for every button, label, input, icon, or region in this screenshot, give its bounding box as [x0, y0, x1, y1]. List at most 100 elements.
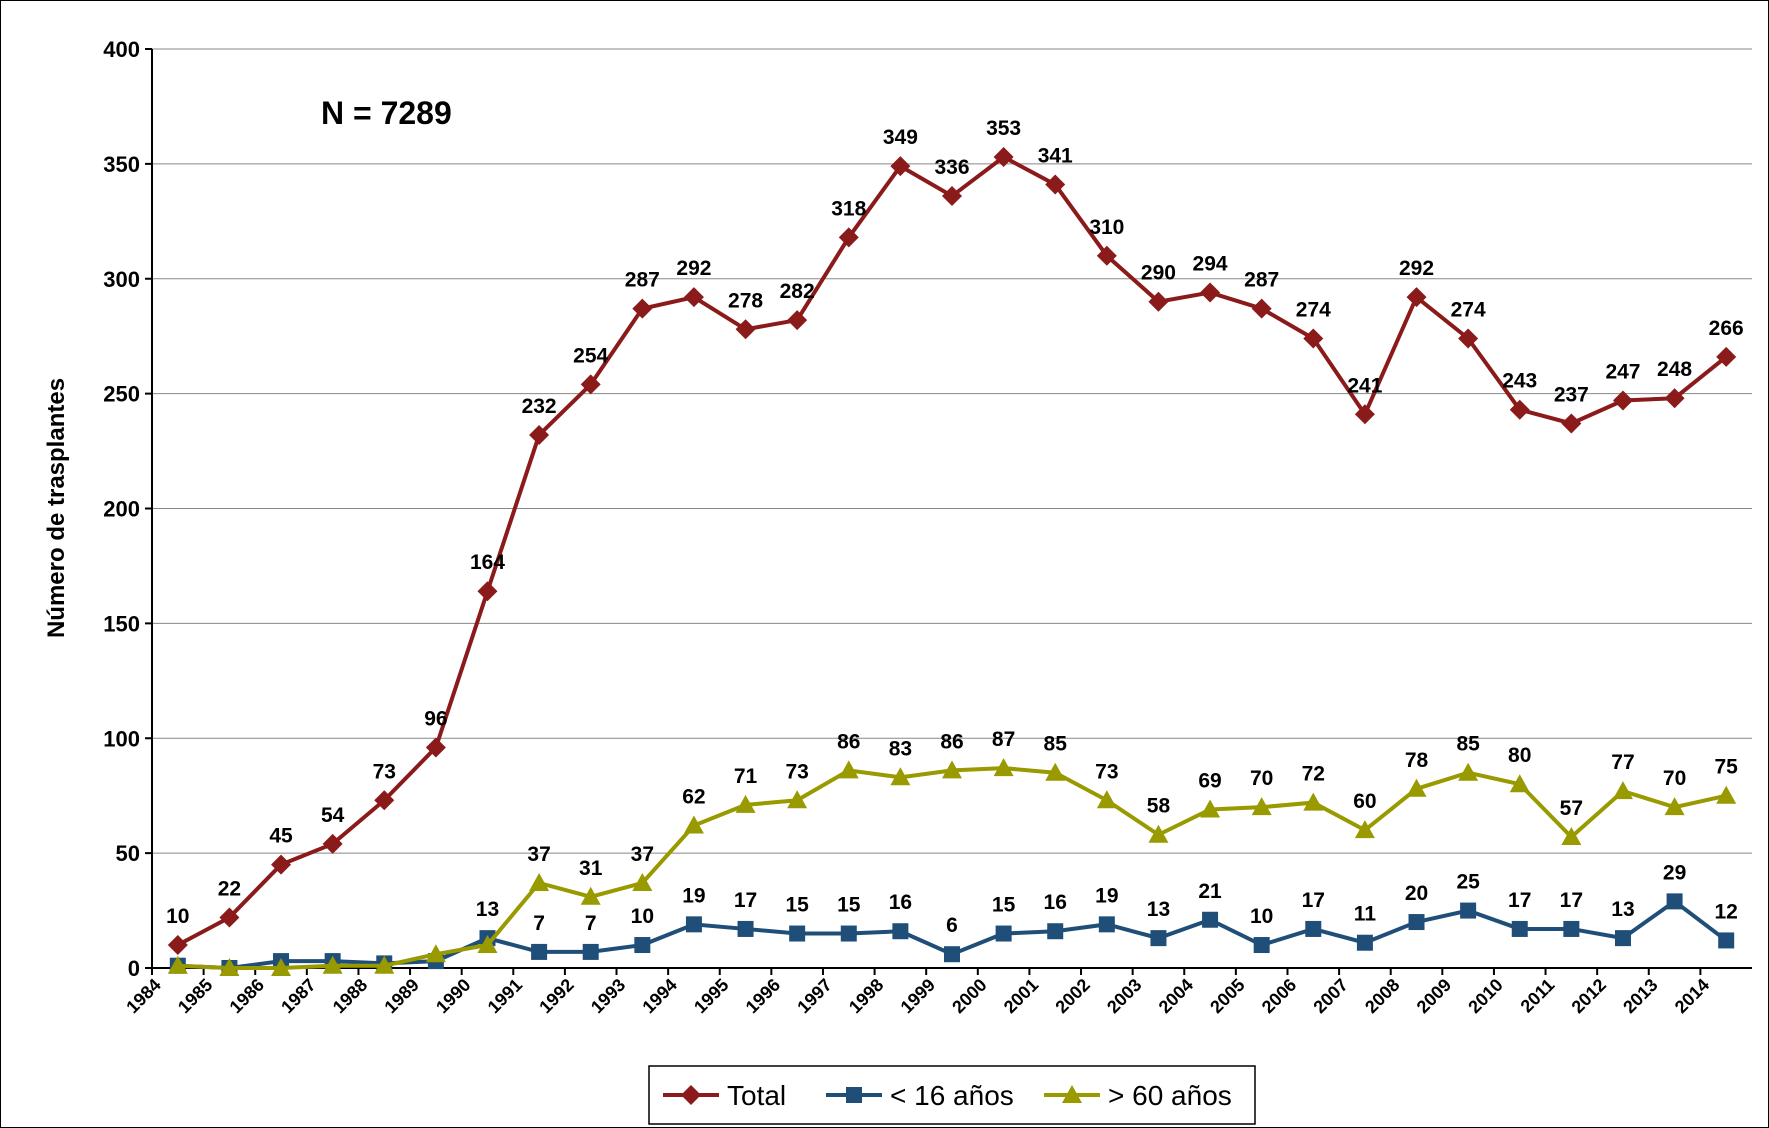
y-tick-label: 200	[103, 497, 140, 522]
data-label: 57	[1560, 797, 1583, 820]
legend-marker	[681, 1085, 701, 1105]
point	[582, 943, 599, 960]
point	[1612, 781, 1633, 800]
point	[477, 581, 498, 602]
data-label: 341	[1038, 145, 1073, 168]
point	[1251, 298, 1272, 319]
legend-label: Total	[727, 1080, 786, 1111]
data-label: 232	[522, 395, 557, 418]
data-label: 7	[585, 912, 597, 935]
point	[1045, 762, 1066, 781]
point	[1150, 930, 1167, 947]
data-label: 29	[1663, 861, 1686, 884]
y-tick-label: 100	[103, 726, 140, 751]
point	[322, 955, 343, 974]
point	[1458, 762, 1479, 781]
data-label: 85	[1044, 733, 1068, 756]
data-label: 243	[1502, 370, 1537, 393]
data-label: 19	[1095, 884, 1118, 907]
point	[1096, 790, 1117, 809]
data-label: 86	[837, 730, 860, 753]
data-label: 70	[1663, 767, 1686, 790]
point	[942, 760, 962, 779]
data-label: 287	[625, 269, 660, 292]
point	[789, 925, 806, 942]
point	[1612, 390, 1633, 411]
data-label: 85	[1456, 733, 1480, 756]
point	[735, 319, 756, 340]
data-label: 353	[986, 117, 1021, 140]
y-tick-label: 250	[103, 382, 140, 407]
point	[1148, 291, 1169, 312]
data-label: 248	[1657, 358, 1692, 381]
point	[1303, 328, 1324, 349]
point	[1406, 778, 1427, 797]
annotation: N = 7289	[321, 95, 452, 131]
point	[531, 943, 548, 960]
data-label: 31	[579, 857, 603, 880]
point	[632, 298, 653, 319]
data-label: 13	[1611, 898, 1634, 921]
data-label: 60	[1353, 790, 1376, 813]
point	[1253, 937, 1270, 954]
point	[1148, 824, 1169, 843]
point	[1251, 797, 1272, 816]
point	[1047, 923, 1064, 940]
point	[167, 955, 188, 974]
point	[840, 925, 857, 942]
y-tick-label: 300	[103, 267, 140, 292]
data-label: 25	[1456, 871, 1480, 894]
point	[529, 872, 550, 891]
data-label: 292	[1399, 257, 1434, 280]
point	[1354, 404, 1375, 425]
point	[685, 916, 702, 933]
point	[1666, 893, 1683, 910]
point	[425, 737, 446, 758]
y-tick-label: 50	[116, 841, 140, 866]
y-tick-label: 0	[128, 956, 140, 981]
point	[1202, 911, 1219, 928]
point	[1664, 388, 1685, 409]
data-label: 15	[837, 894, 861, 917]
point	[995, 925, 1012, 942]
point	[1098, 916, 1115, 933]
data-label: 16	[889, 891, 912, 914]
data-label: 294	[1193, 253, 1228, 276]
data-label: 10	[1250, 905, 1273, 928]
legend	[648, 1065, 1256, 1125]
point	[374, 955, 395, 974]
point	[838, 227, 859, 248]
data-label: 17	[734, 889, 757, 912]
point	[322, 833, 343, 854]
point	[838, 760, 859, 779]
point	[1509, 399, 1530, 420]
point	[1511, 920, 1528, 937]
point	[634, 937, 651, 954]
data-label: 10	[166, 905, 189, 928]
data-label: 290	[1141, 262, 1176, 285]
y-axis-label: Número de trasplantes	[43, 378, 70, 638]
data-label: 13	[1147, 898, 1170, 921]
point	[374, 790, 395, 811]
data-label: 15	[785, 894, 809, 917]
point	[529, 424, 550, 445]
data-label: 11	[1354, 903, 1377, 926]
data-label: 37	[527, 843, 550, 866]
data-label: 20	[1405, 882, 1428, 905]
data-label: 72	[1302, 763, 1325, 786]
data-label: 310	[1089, 216, 1124, 239]
point	[993, 758, 1014, 777]
y-tick-label: 150	[103, 611, 140, 636]
data-label: 164	[470, 551, 505, 574]
point	[1460, 902, 1477, 919]
data-label: 73	[373, 760, 396, 783]
point	[167, 935, 188, 956]
point	[219, 958, 240, 976]
point	[1045, 174, 1066, 195]
point	[735, 794, 756, 813]
point	[890, 156, 911, 177]
point	[737, 920, 754, 937]
legend-label: > 60 años	[1108, 1080, 1232, 1111]
data-label: 17	[1560, 889, 1583, 912]
